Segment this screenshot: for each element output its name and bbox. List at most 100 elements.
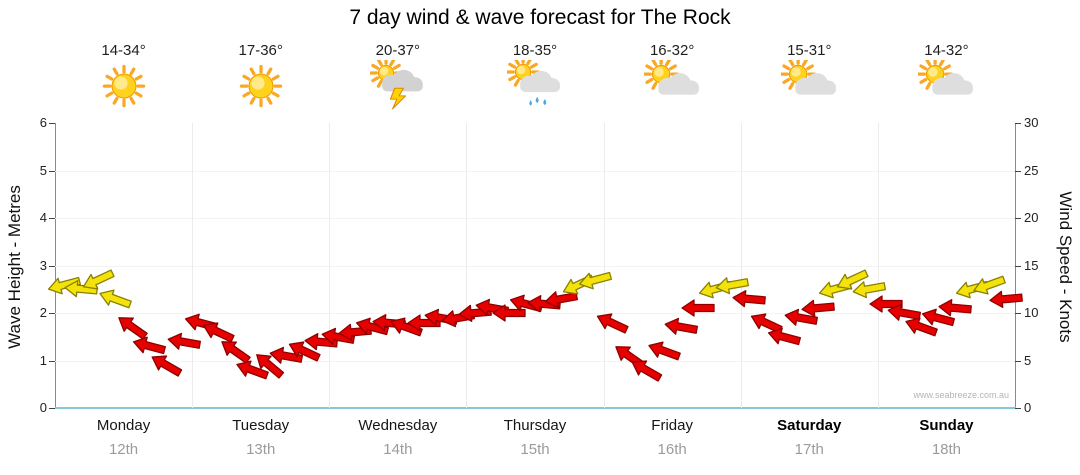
left-tick-label: 6 xyxy=(39,115,47,130)
wind-arrow xyxy=(78,264,117,296)
wind-arrow xyxy=(901,312,940,342)
left-tick-label: 1 xyxy=(39,352,47,368)
date-label-saturday: 17th xyxy=(794,441,824,458)
wind-arrow xyxy=(885,300,922,326)
left-tick-label: 4 xyxy=(39,210,47,225)
sun_rain-icon xyxy=(506,55,561,106)
wind-arrow xyxy=(644,336,683,366)
wind-arrow xyxy=(96,284,135,314)
temp-range-tuesday: 17-36° xyxy=(238,42,283,59)
right-tick xyxy=(1015,265,1021,267)
right-tick xyxy=(1015,360,1021,362)
day-label-wednesday: Wednesday xyxy=(358,417,438,434)
right-tick xyxy=(1015,313,1021,314)
gridline-metre-1 xyxy=(55,360,1015,362)
wind-arrow xyxy=(165,329,202,355)
wind-arrow xyxy=(268,343,305,369)
wind-arrow xyxy=(233,355,272,385)
date-label-friday: 16th xyxy=(657,441,687,458)
day-label-thursday: Thursday xyxy=(503,417,567,434)
wind-arrow xyxy=(782,305,819,331)
forecast-chart: www.seabreeze.com.au xyxy=(47,123,1024,408)
left-tick xyxy=(49,408,55,409)
left-tick xyxy=(49,313,55,314)
gridline-day xyxy=(192,123,194,408)
temp-range-monday: 14-34° xyxy=(101,42,146,59)
left-tick xyxy=(49,265,55,267)
day-label-friday: Friday xyxy=(651,417,693,434)
gridline-day xyxy=(466,123,468,408)
weather-icon-sunday xyxy=(917,56,974,110)
wind-arrow xyxy=(833,264,872,296)
temp-range-thursday: 18-35° xyxy=(512,42,558,59)
wind-arrow xyxy=(130,332,168,360)
wind-arrow xyxy=(303,330,339,353)
wind-arrow xyxy=(353,313,391,341)
wind-arrow xyxy=(919,304,957,332)
wind-arrow xyxy=(731,287,767,310)
weather-icon-friday xyxy=(643,56,700,110)
right-axis-title: Wind Speed - Knots xyxy=(1056,191,1075,343)
left-tick-label: 2 xyxy=(39,305,47,320)
wind-arrow xyxy=(319,324,356,350)
bottom-axis-line xyxy=(55,407,1016,409)
wind-arrow xyxy=(112,309,151,345)
wind-arrow xyxy=(627,353,666,387)
wind-arrow xyxy=(869,294,904,314)
wind-arrow xyxy=(45,270,83,298)
day-label-tuesday: Tuesday xyxy=(232,417,290,434)
right-tick xyxy=(1015,123,1021,124)
wind-arrow xyxy=(63,278,99,301)
wind-arrow xyxy=(215,333,254,369)
left-tick xyxy=(49,360,55,362)
temp-range-sunday: 14-32° xyxy=(924,42,969,59)
weather-icon-monday xyxy=(96,60,152,110)
gridline-day xyxy=(329,123,331,408)
right-tick-label: 15 xyxy=(1024,257,1039,273)
right-tick-label: 30 xyxy=(1024,115,1039,130)
day-label-monday: Monday xyxy=(96,417,151,434)
weather-icon-tuesday xyxy=(233,60,289,110)
gridline-metre-2 xyxy=(55,313,1015,314)
temp-range-friday: 16-32° xyxy=(649,42,695,59)
wind-arrow xyxy=(542,286,579,312)
date-label-wednesday: 14th xyxy=(383,441,413,458)
wind-arrow xyxy=(989,287,1025,310)
wind-arrow xyxy=(970,269,1009,299)
wind-arrow xyxy=(576,266,614,294)
wind-arrow xyxy=(387,312,426,342)
date-label-thursday: 15th xyxy=(520,441,550,458)
wind-arrow xyxy=(765,323,803,351)
watermark: www.seabreeze.com.au xyxy=(913,390,1009,400)
sun_cloud-icon xyxy=(643,56,700,95)
right-tick-label: 20 xyxy=(1024,210,1039,225)
wind-arrow xyxy=(681,298,715,318)
wind-arrow xyxy=(851,276,888,302)
date-label-monday: 12th xyxy=(108,441,139,458)
sun-icon xyxy=(102,64,145,108)
weather-icon-wednesday xyxy=(369,56,426,110)
right-tick-label: 0 xyxy=(1024,400,1032,415)
right-tick xyxy=(1015,218,1021,219)
right-tick-label: 5 xyxy=(1024,352,1032,368)
storm-icon xyxy=(369,56,423,110)
day-label-sunday: Sunday xyxy=(919,417,974,434)
right-tick xyxy=(1015,408,1021,409)
sun-icon xyxy=(239,64,282,108)
gridline-metre-3 xyxy=(55,265,1015,267)
left-tick xyxy=(49,218,55,219)
wind-arrow xyxy=(937,297,973,320)
right-tick-label: 10 xyxy=(1024,305,1039,320)
temp-range-saturday: 15-31° xyxy=(787,42,832,59)
wind-arrow xyxy=(593,306,632,338)
wind-arrow xyxy=(526,292,562,315)
date-label-sunday: 18th xyxy=(931,441,962,458)
gridline-day xyxy=(877,123,879,408)
wind-arrow xyxy=(284,335,323,367)
weather-icon-thursday xyxy=(506,55,563,110)
date-label-tuesday: 13th xyxy=(246,441,276,458)
day-label-saturday: Saturday xyxy=(777,417,842,434)
wind-arrow xyxy=(662,314,699,340)
wind-arrow xyxy=(714,272,751,298)
